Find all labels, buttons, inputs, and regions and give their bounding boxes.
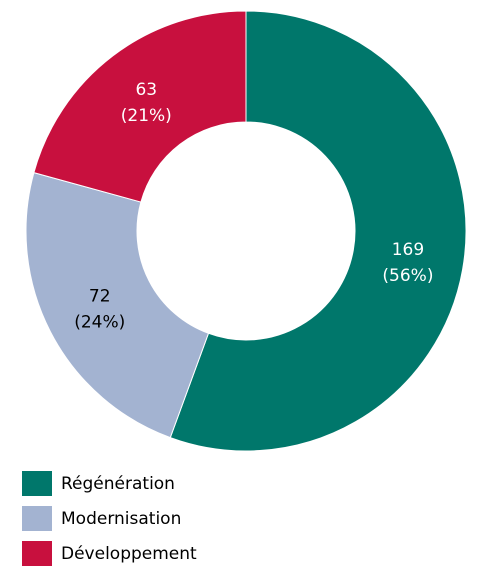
legend-item-regeneration: Régénération bbox=[22, 466, 197, 501]
legend-label-developpement: Développement bbox=[61, 543, 197, 564]
legend-swatch-regeneration bbox=[22, 471, 52, 496]
slice-value-developpement: 63 bbox=[135, 80, 157, 100]
legend-item-developpement: Développement bbox=[22, 536, 197, 571]
slice-value-modernisation: 72 bbox=[89, 286, 111, 306]
slice-value-regeneration: 169 bbox=[392, 240, 424, 260]
legend-item-modernisation: Modernisation bbox=[22, 501, 197, 536]
legend-swatch-modernisation bbox=[22, 506, 52, 531]
legend-label-regeneration: Régénération bbox=[61, 473, 175, 494]
donut-chart: 169 (56%) 72 (24%) 63 (21%) bbox=[25, 10, 467, 452]
slice-modernisation bbox=[25, 171, 210, 439]
slice-percent-modernisation: (24%) bbox=[74, 312, 125, 332]
legend-swatch-developpement bbox=[22, 541, 52, 566]
slice-developpement bbox=[33, 10, 247, 203]
slice-percent-regeneration: (56%) bbox=[382, 266, 433, 286]
legend: Régénération Modernisation Développement bbox=[22, 466, 197, 571]
legend-label-modernisation: Modernisation bbox=[61, 508, 182, 529]
slice-percent-developpement: (21%) bbox=[121, 106, 172, 126]
slice-regeneration bbox=[169, 10, 467, 452]
